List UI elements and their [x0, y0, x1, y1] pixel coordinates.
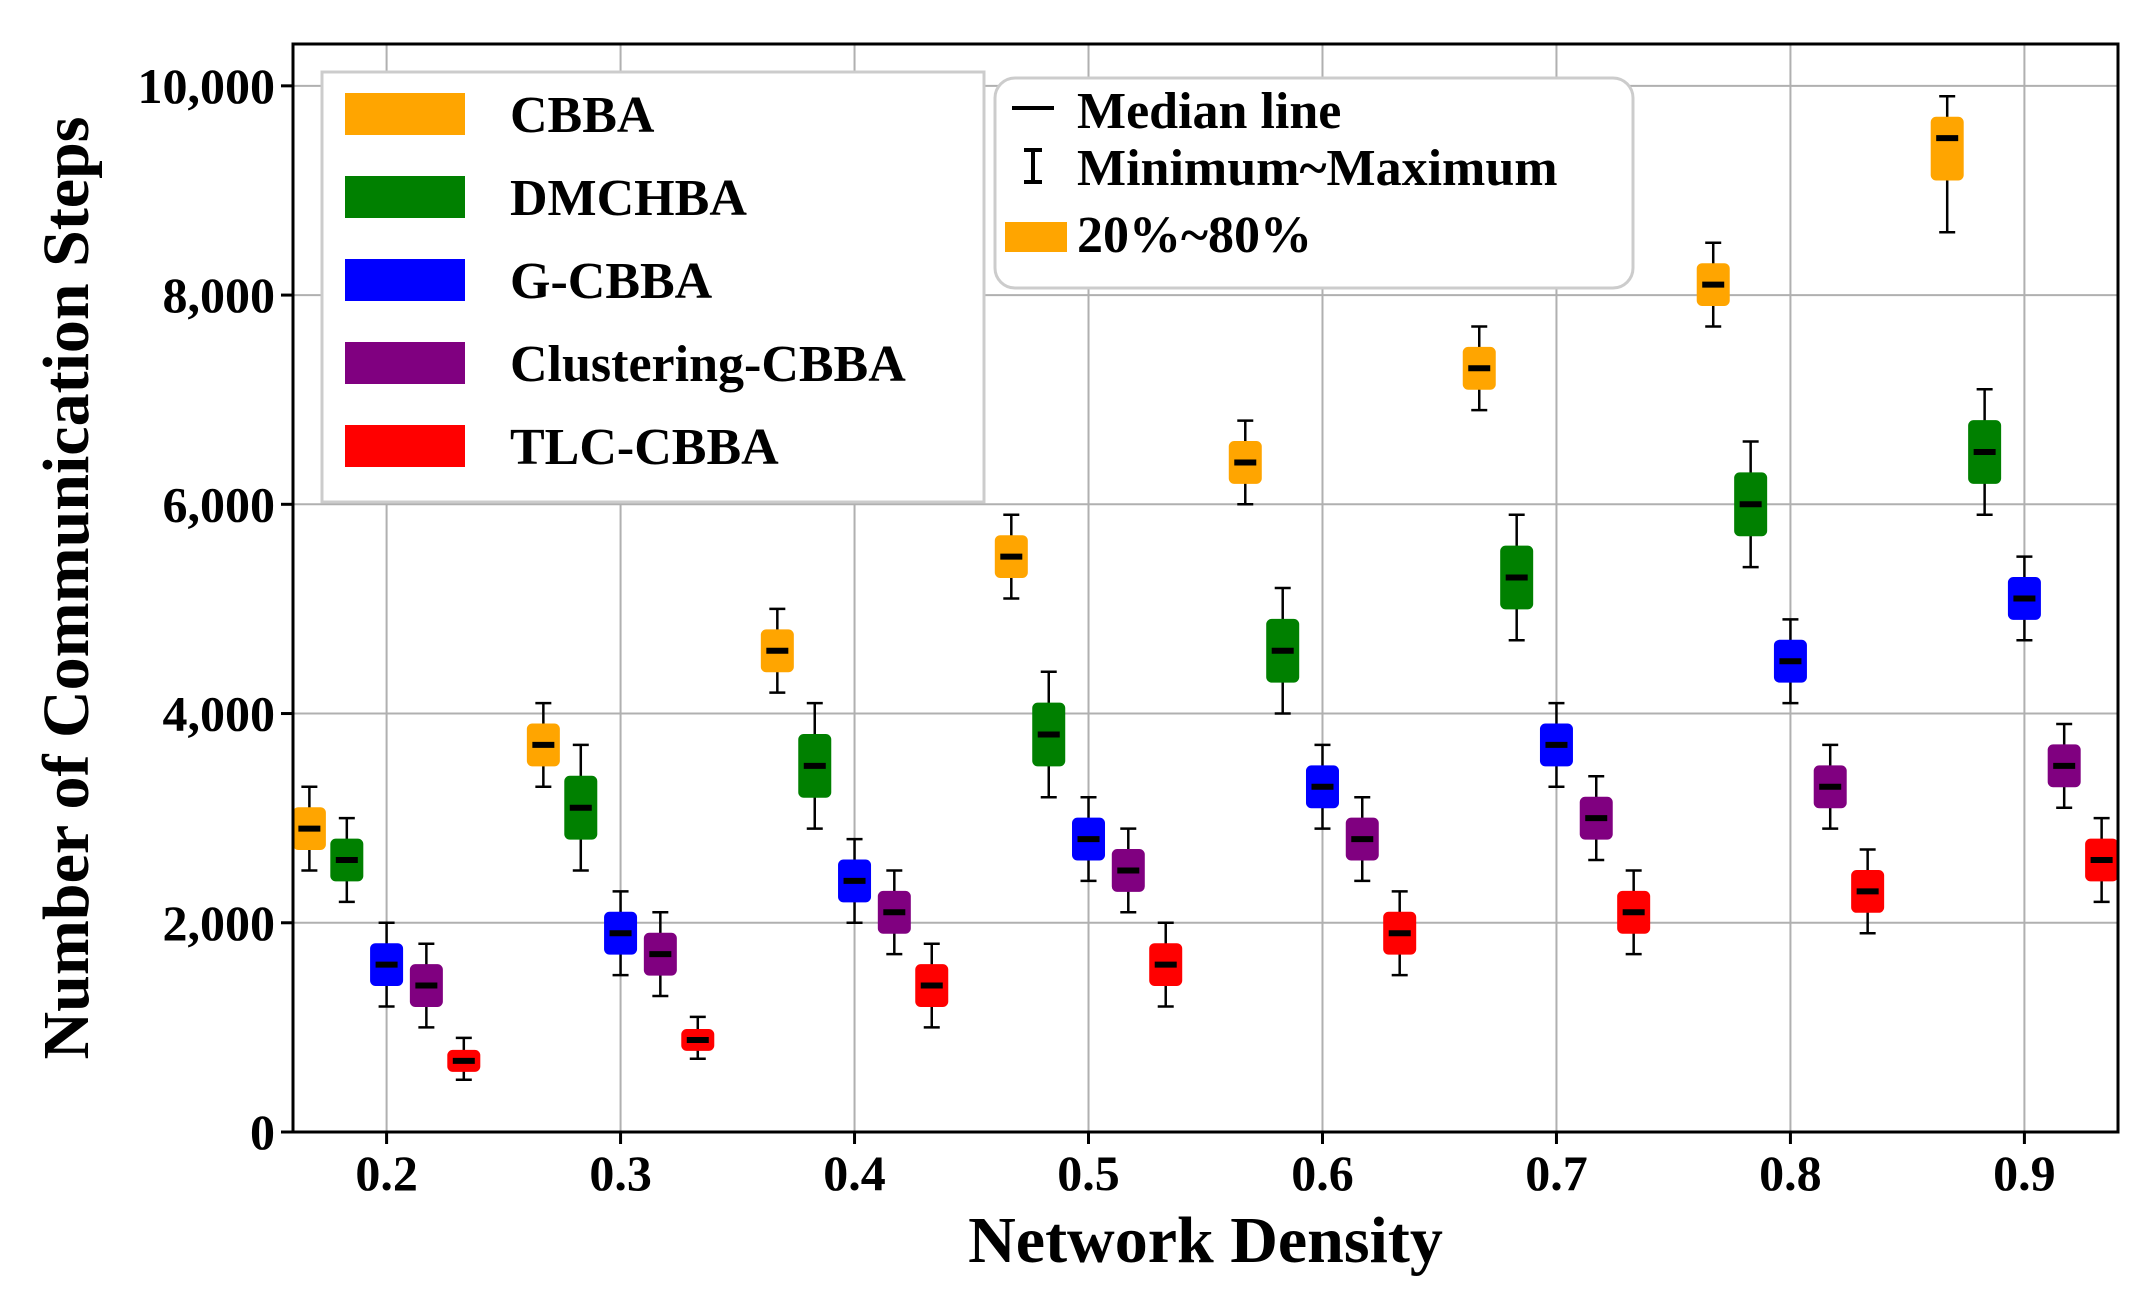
axis-ticks: 0 2,000 4,000 6,000 8,000 10,000 0.2 0.3 0.4 0.5 0… — [138, 58, 2056, 1201]
box — [564, 743, 598, 872]
y-tick-label: 8,000 — [163, 267, 276, 323]
box — [409, 942, 443, 1029]
series-tlc-cbba — [447, 816, 2119, 1081]
series-dmchba — [330, 387, 2002, 904]
legend-swatch — [345, 259, 465, 301]
box-plots — [292, 95, 2119, 1081]
legend-key-median-label: Median line — [1077, 83, 1341, 140]
box — [604, 890, 638, 977]
box — [2007, 555, 2041, 642]
box — [447, 1036, 481, 1081]
x-axis-title: Network Density — [968, 1204, 1443, 1277]
box — [1111, 827, 1145, 914]
y-tick-label: 4,000 — [163, 686, 276, 742]
x-tick-label: 0.8 — [1759, 1145, 1822, 1201]
legend-label: Clustering-CBBA — [510, 336, 906, 393]
box — [2085, 816, 2119, 904]
y-tick-label: 0 — [250, 1104, 275, 1160]
iqr-swatch-icon — [1005, 222, 1067, 252]
x-tick-label: 0.6 — [1291, 1145, 1354, 1201]
box — [370, 921, 404, 1008]
x-tick-label: 0.9 — [1993, 1145, 2056, 1201]
legend-key: Median line Minimum~Maximum 20%~80% — [993, 76, 1635, 290]
x-tick-label: 0.5 — [1057, 1145, 1120, 1201]
legend-label: TLC-CBBA — [510, 419, 779, 476]
box — [760, 607, 794, 694]
x-tick-label: 0.2 — [355, 1145, 418, 1201]
legend-key-frame — [993, 76, 1635, 290]
plot-frame — [291, 42, 2120, 1134]
box — [1579, 775, 1613, 862]
box-iqr — [1930, 116, 1964, 181]
box — [1696, 241, 1730, 328]
whisker-range-icon — [1024, 148, 1042, 184]
y-axis-title: Number of Communication Steps — [30, 117, 103, 1060]
box — [1773, 618, 1807, 705]
series-clustering-cbba — [409, 722, 2081, 1029]
box — [1032, 670, 1066, 799]
box — [1500, 513, 1534, 642]
box — [1930, 95, 1964, 234]
legend-key-iqr-label: 20%~80% — [1077, 207, 1312, 264]
box — [330, 816, 364, 904]
y-tick-label: 2,000 — [163, 895, 276, 951]
legend-key-range-label: Minimum~Maximum — [1077, 140, 1558, 197]
x-tick-label: 0.3 — [589, 1145, 652, 1201]
box — [877, 869, 911, 956]
y-tick-label: 6,000 — [163, 476, 276, 532]
box — [1539, 701, 1573, 789]
legend-swatch — [345, 176, 465, 218]
box — [526, 701, 560, 789]
legend-series: CBBA DMCHBA G-CBBA Clustering-CBBA TLC-CBBA — [320, 70, 986, 504]
x-tick-label: 0.7 — [1525, 1145, 1588, 1201]
box — [798, 701, 832, 830]
legend-swatch — [345, 342, 465, 384]
legend-label: G-CBBA — [510, 253, 713, 310]
legend-swatch — [345, 425, 465, 467]
box — [838, 837, 872, 925]
box — [994, 513, 1028, 600]
box — [1266, 586, 1300, 715]
x-tick-label: 0.4 — [823, 1145, 886, 1201]
box — [2047, 722, 2081, 809]
box — [1734, 440, 1768, 569]
series-g-cbba — [370, 555, 2041, 1008]
y-tick-label: 10,000 — [138, 58, 276, 114]
box — [681, 1015, 715, 1061]
box — [1228, 419, 1262, 506]
legend-label: CBBA — [510, 87, 655, 144]
box — [1072, 795, 1106, 883]
box — [1617, 869, 1651, 956]
box — [1383, 890, 1417, 977]
legend-label: DMCHBA — [510, 170, 747, 227]
box — [1968, 387, 2002, 517]
box — [1813, 743, 1847, 830]
legend-swatch — [345, 93, 465, 135]
box — [915, 942, 949, 1029]
box — [1851, 848, 1885, 935]
box — [1305, 743, 1339, 830]
box — [1149, 921, 1183, 1008]
box — [643, 911, 677, 998]
box — [1462, 325, 1496, 412]
box — [1345, 795, 1379, 883]
